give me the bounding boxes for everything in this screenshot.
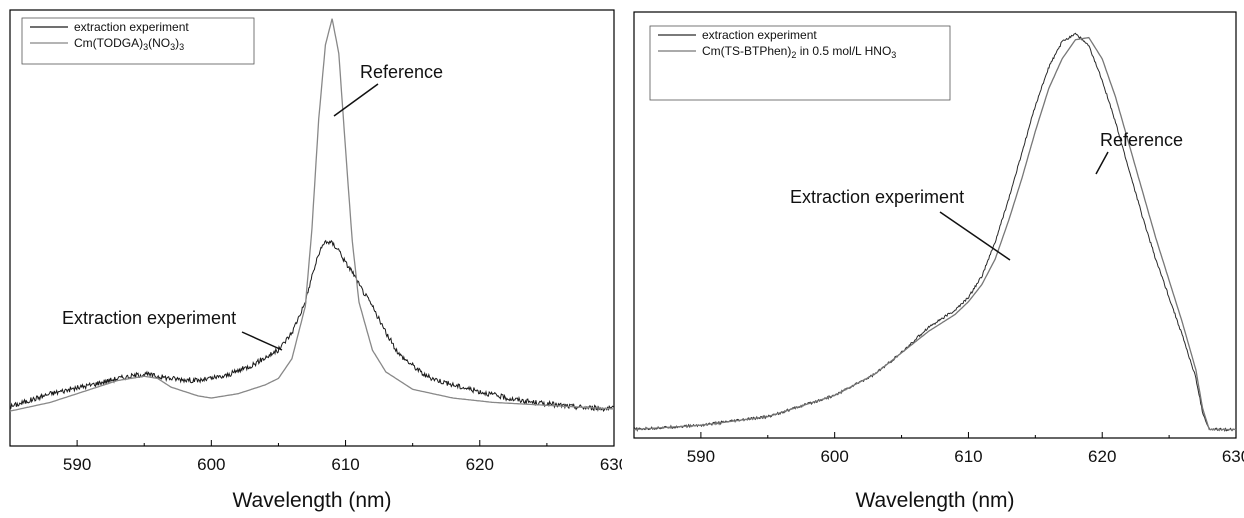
x-tick-label: 610 — [331, 455, 359, 474]
legend-box — [649, 25, 951, 101]
series-line-extraction — [633, 32, 1237, 433]
annotation-pointer-extraction — [939, 211, 1011, 261]
x-tick-label: 590 — [63, 455, 91, 474]
x-tick-label: 620 — [1088, 447, 1116, 466]
x-axis-label: Wavelength (nm) — [232, 489, 391, 512]
annotation-pointer-extraction — [241, 331, 283, 351]
legend-label: extraction experiment — [702, 28, 817, 42]
left-chart-panel: 590 600 610 620 630 Wavelength (nm) extraction… — [0, 0, 628, 513]
legend-label: Cm(TS-BTPhen)2 in 0.5 mol/L HNO3 — [702, 44, 896, 60]
annotation-extraction: Extraction experiment — [62, 308, 236, 328]
x-tick-label: 630 — [1222, 447, 1244, 466]
x-tick-label: 600 — [820, 447, 848, 466]
x-tick-label: 620 — [466, 455, 494, 474]
annotation-pointer-reference — [1095, 151, 1109, 175]
legend-box — [21, 17, 255, 65]
left-emission-chart: 590 600 610 620 630 Wavelength (nm) extraction… — [9, 9, 628, 512]
series-line-reference — [633, 36, 1236, 431]
right-emission-chart: 590 600 610 620 630 Wavelength (nm) extraction… — [633, 11, 1244, 512]
x-axis-label: Wavelength (nm) — [855, 489, 1014, 512]
series-line-reference — [9, 18, 614, 412]
plot-frame — [9, 9, 615, 447]
x-tick-label: 590 — [687, 447, 715, 466]
legend-label: Cm(TODGA)3(NO3)3 — [74, 36, 184, 52]
annotation-pointer-reference — [333, 83, 379, 117]
legend-label: extraction experiment — [74, 20, 189, 34]
right-chart-panel: 590 600 610 620 630 Wavelength (nm) extraction… — [622, 0, 1244, 513]
annotation-reference: Reference — [1100, 130, 1183, 150]
x-tick-label: 630 — [600, 455, 622, 474]
x-tick-label: 600 — [197, 455, 225, 474]
series-line-extraction — [9, 239, 615, 412]
annotation-reference: Reference — [360, 62, 443, 82]
annotation-extraction: Extraction experiment — [790, 187, 964, 207]
x-tick-label: 610 — [954, 447, 982, 466]
plot-frame — [633, 11, 1237, 439]
